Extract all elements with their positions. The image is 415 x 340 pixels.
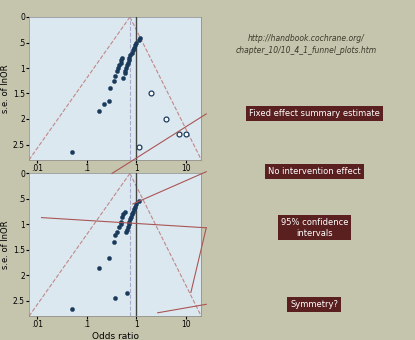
Text: http://handbook.cochrane.org/
chapter_10/10_4_1_funnel_plots.htm: http://handbook.cochrane.org/ chapter_10…: [235, 34, 376, 55]
X-axis label: Odds ratio: Odds ratio: [92, 332, 139, 340]
Y-axis label: s.e. of lnOR: s.e. of lnOR: [1, 221, 10, 269]
Text: Fixed effect summary estimate: Fixed effect summary estimate: [249, 109, 380, 118]
Text: 95% confidence
intervals: 95% confidence intervals: [281, 218, 348, 238]
Y-axis label: s.e. of lnOR: s.e. of lnOR: [1, 64, 10, 113]
Text: No intervention effect: No intervention effect: [268, 167, 361, 176]
Text: Symmetry?: Symmetry?: [290, 300, 338, 309]
